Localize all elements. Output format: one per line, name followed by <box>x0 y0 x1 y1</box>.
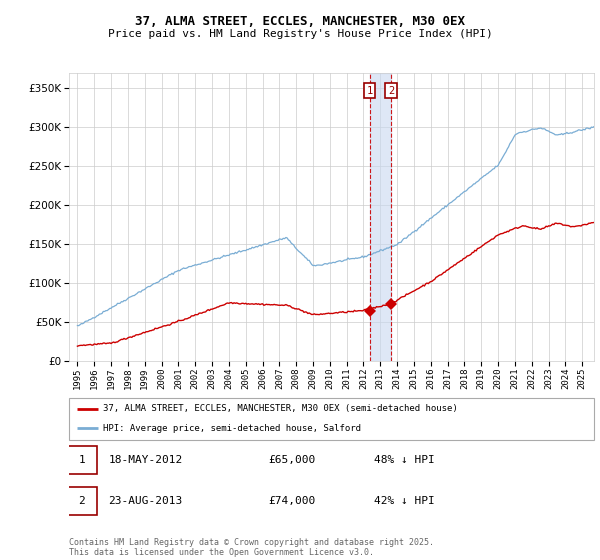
Text: Contains HM Land Registry data © Crown copyright and database right 2025.
This d: Contains HM Land Registry data © Crown c… <box>69 538 434 557</box>
Text: 2: 2 <box>388 86 394 96</box>
Text: 2: 2 <box>78 496 85 506</box>
Text: 42% ↓ HPI: 42% ↓ HPI <box>373 496 434 506</box>
Text: 48% ↓ HPI: 48% ↓ HPI <box>373 455 434 465</box>
FancyBboxPatch shape <box>67 487 97 515</box>
Text: 37, ALMA STREET, ECCLES, MANCHESTER, M30 0EX: 37, ALMA STREET, ECCLES, MANCHESTER, M30… <box>135 15 465 28</box>
Text: 1: 1 <box>78 455 85 465</box>
FancyBboxPatch shape <box>67 446 97 474</box>
Text: 23-AUG-2013: 23-AUG-2013 <box>109 496 182 506</box>
Text: 1: 1 <box>367 86 373 96</box>
Text: 18-MAY-2012: 18-MAY-2012 <box>109 455 182 465</box>
FancyBboxPatch shape <box>69 398 594 440</box>
Text: 37, ALMA STREET, ECCLES, MANCHESTER, M30 0EX (semi-detached house): 37, ALMA STREET, ECCLES, MANCHESTER, M30… <box>103 404 458 413</box>
Text: £65,000: £65,000 <box>269 455 316 465</box>
Text: Price paid vs. HM Land Registry's House Price Index (HPI): Price paid vs. HM Land Registry's House … <box>107 29 493 39</box>
Text: HPI: Average price, semi-detached house, Salford: HPI: Average price, semi-detached house,… <box>103 424 361 433</box>
Text: £74,000: £74,000 <box>269 496 316 506</box>
Bar <box>370 73 391 361</box>
